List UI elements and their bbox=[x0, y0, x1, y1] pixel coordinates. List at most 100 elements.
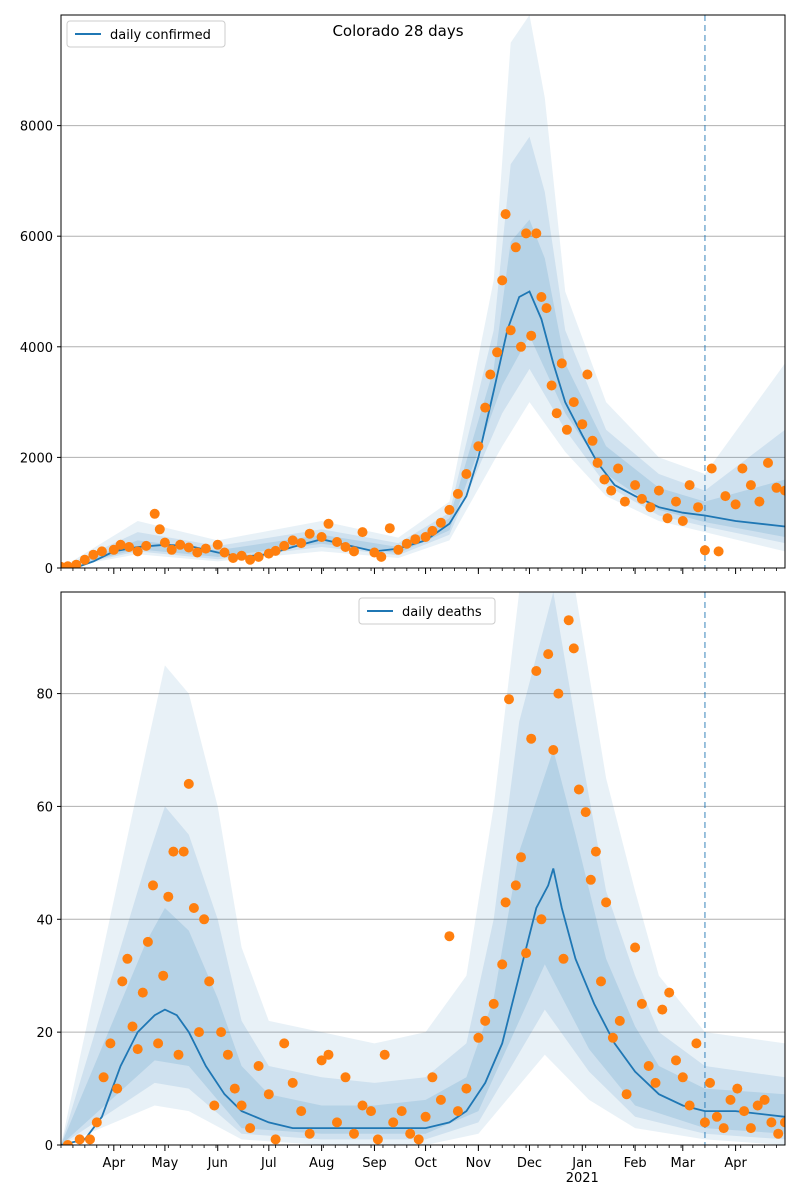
observed-point bbox=[546, 380, 557, 391]
observed-point bbox=[137, 987, 148, 998]
observed-point bbox=[531, 666, 542, 676]
x-tick-label: Apr bbox=[103, 1156, 126, 1171]
observed-point bbox=[613, 463, 624, 474]
observed-point bbox=[606, 485, 617, 496]
observed-point bbox=[296, 538, 307, 549]
legend: daily confirmed bbox=[66, 20, 226, 48]
observed-point bbox=[183, 542, 194, 553]
observed-point bbox=[473, 441, 484, 452]
observed-point bbox=[745, 1123, 756, 1134]
observed-point bbox=[497, 959, 508, 970]
observed-point bbox=[85, 1134, 95, 1145]
observed-point bbox=[212, 539, 223, 550]
observed-point bbox=[650, 1077, 661, 1088]
observed-point bbox=[323, 1049, 334, 1060]
observed-point bbox=[270, 545, 281, 556]
observed-point bbox=[725, 1094, 736, 1105]
observed-point bbox=[677, 516, 688, 526]
observed-point bbox=[516, 341, 526, 352]
observed-point bbox=[159, 537, 170, 548]
observed-point bbox=[536, 292, 547, 302]
y-tick-label: 6000 bbox=[20, 230, 53, 245]
observed-point bbox=[117, 976, 128, 987]
observed-point bbox=[124, 542, 135, 552]
observed-point bbox=[163, 891, 174, 902]
observed-point bbox=[706, 463, 717, 474]
observed-point bbox=[236, 1100, 247, 1111]
observed-point bbox=[653, 485, 664, 496]
observed-point bbox=[485, 369, 496, 380]
observed-point bbox=[132, 546, 143, 557]
uncertainty-band bbox=[61, 592, 785, 1145]
observed-point bbox=[245, 1123, 256, 1134]
observed-point bbox=[340, 542, 351, 552]
observed-point bbox=[473, 1032, 484, 1043]
uncertainty-band bbox=[61, 592, 785, 1145]
observed-point bbox=[287, 1077, 298, 1088]
observed-point bbox=[643, 1061, 654, 1071]
observed-point bbox=[780, 485, 785, 496]
observed-point bbox=[691, 1038, 702, 1049]
observed-point bbox=[531, 228, 542, 239]
observed-point bbox=[96, 546, 107, 557]
observed-point bbox=[413, 1134, 424, 1145]
observed-point bbox=[590, 846, 601, 857]
observed-point bbox=[115, 539, 126, 550]
observed-point bbox=[372, 1134, 383, 1145]
observed-point bbox=[253, 1061, 264, 1071]
series-line bbox=[61, 868, 785, 1145]
observed-point bbox=[592, 457, 603, 468]
x-tick-label: May bbox=[151, 1156, 178, 1171]
y-tick-label: 0 bbox=[45, 1139, 53, 1154]
observed-point bbox=[671, 496, 681, 507]
observed-point bbox=[548, 745, 559, 755]
observed-point bbox=[219, 547, 230, 558]
observed-point bbox=[684, 1100, 695, 1111]
observed-point bbox=[561, 424, 572, 435]
observed-point bbox=[435, 517, 446, 528]
observed-point bbox=[662, 513, 673, 524]
observed-point bbox=[420, 1111, 431, 1122]
uncertainty-band bbox=[61, 750, 785, 1145]
uncertainty-band bbox=[61, 136, 785, 568]
observed-point bbox=[780, 1117, 785, 1128]
observed-point bbox=[393, 544, 404, 555]
x-tick-label: Jul bbox=[260, 1156, 277, 1171]
observed-point bbox=[228, 553, 239, 563]
observed-point bbox=[366, 1106, 376, 1117]
observed-point bbox=[192, 547, 203, 558]
observed-point bbox=[543, 649, 554, 660]
observed-point bbox=[388, 1117, 399, 1128]
observed-point bbox=[759, 1094, 770, 1105]
legend-label: daily confirmed bbox=[110, 28, 211, 43]
observed-point bbox=[142, 936, 153, 947]
observed-point bbox=[452, 488, 463, 499]
observed-point bbox=[91, 1117, 102, 1128]
observed-point bbox=[630, 942, 641, 953]
observed-point bbox=[304, 528, 315, 539]
observed-point bbox=[771, 482, 782, 493]
observed-point bbox=[183, 778, 194, 789]
observed-point bbox=[332, 537, 342, 547]
observed-point bbox=[720, 491, 731, 502]
observed-point bbox=[614, 1015, 625, 1026]
observed-point bbox=[401, 538, 412, 549]
observed-point bbox=[500, 897, 511, 908]
observed-point bbox=[236, 550, 247, 561]
observed-point bbox=[209, 1100, 220, 1111]
chart-title: Colorado 28 days bbox=[332, 22, 463, 40]
observed-point bbox=[573, 784, 584, 795]
x-tick-label: Dec bbox=[517, 1156, 542, 1171]
observed-point bbox=[79, 554, 90, 565]
observed-point bbox=[699, 1117, 710, 1128]
observed-point bbox=[505, 325, 516, 336]
observed-point bbox=[730, 499, 741, 510]
observed-point bbox=[175, 539, 186, 550]
plot-area bbox=[61, 592, 785, 1145]
observed-point bbox=[199, 914, 210, 925]
observed-point bbox=[444, 931, 455, 942]
observed-point bbox=[112, 1083, 123, 1094]
observed-point bbox=[492, 347, 503, 358]
observed-point bbox=[396, 1106, 407, 1117]
